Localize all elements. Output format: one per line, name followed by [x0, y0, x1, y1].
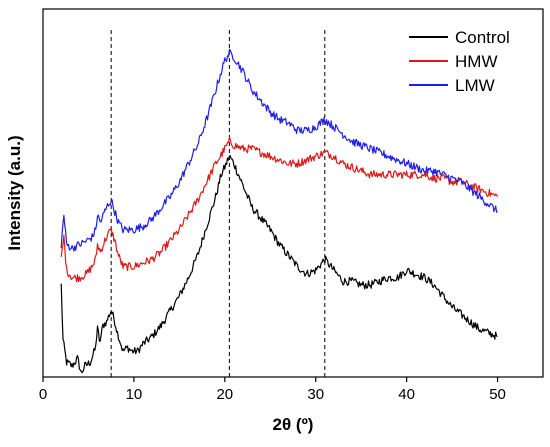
- legend-label: HMW: [455, 52, 497, 71]
- x-tick-label: 10: [126, 386, 143, 403]
- series-layer: [60, 48, 499, 374]
- x-tick-label: 0: [39, 386, 47, 403]
- reference-lines: [110, 30, 326, 377]
- plot-frame: [42, 8, 544, 378]
- y-axis-title: Intensity (a.u.): [5, 135, 24, 250]
- x-tick-label: 30: [307, 386, 324, 403]
- series-line-lmw: [60, 48, 498, 252]
- series-line-hmw: [60, 137, 499, 283]
- legend: Control HMW LMW: [409, 28, 510, 95]
- legend-label: LMW: [455, 76, 495, 95]
- x-tick-label: 20: [216, 386, 233, 403]
- series-line-control: [60, 155, 498, 374]
- legend-label: Control: [455, 28, 510, 47]
- x-axis-ticks: 0 10 20 30 40 50: [39, 377, 506, 403]
- x-tick-label: 40: [398, 386, 415, 403]
- x-axis-title: 2θ (º): [273, 415, 314, 434]
- x-tick-label: 50: [489, 386, 506, 403]
